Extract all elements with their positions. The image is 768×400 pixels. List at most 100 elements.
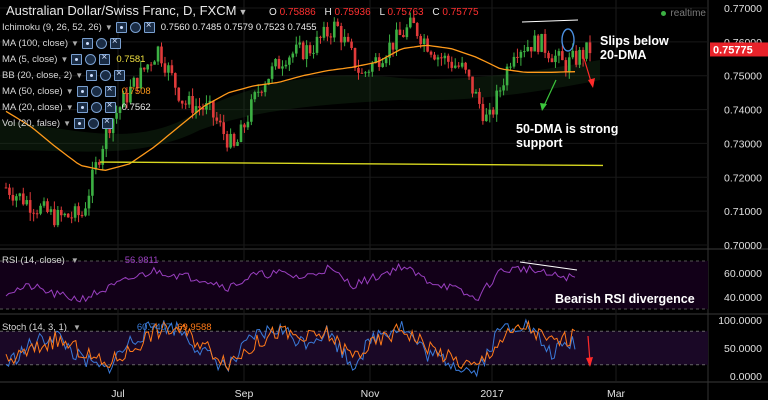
indicator-row[interactable]: MA (20, close)▼ 0.7562 [2, 100, 151, 113]
candle-body [329, 36, 333, 38]
candle-body [98, 162, 101, 165]
candle-body [495, 90, 498, 115]
candle-body [253, 92, 257, 100]
candle-body [208, 100, 212, 104]
eye-icon[interactable] [86, 70, 98, 81]
close-icon[interactable] [114, 68, 126, 81]
candle-body [474, 91, 478, 94]
chevron-down-icon[interactable]: ▼ [72, 323, 81, 332]
symbol-title[interactable]: Australian Dollar/Swiss Franc, D, FXCM [6, 3, 237, 18]
candle-body [281, 66, 284, 69]
candle-body [115, 112, 118, 119]
close-icon[interactable] [104, 84, 116, 97]
candle-body [419, 36, 422, 45]
indicator-row[interactable]: MA (50, close)▼ 0.7508 [2, 84, 151, 97]
candle-body [225, 134, 229, 148]
candle-body [156, 46, 160, 62]
candle-body [243, 124, 246, 128]
candle-body [15, 196, 18, 201]
indicator-row[interactable]: MA (5, close)▼ 0.7581 [2, 52, 146, 65]
indicator-name[interactable]: Vol (20, false) [2, 118, 61, 129]
indicator-row[interactable]: MA (100, close) ▼ [2, 36, 121, 49]
indicator-row[interactable]: BB (20, close, 2) ▼ [2, 68, 126, 81]
candle-body [305, 45, 308, 60]
candle-body [547, 52, 550, 59]
chevron-down-icon[interactable]: ▼ [71, 39, 79, 48]
candle-body [8, 187, 11, 195]
indicator-name[interactable]: MA (100, close) [2, 38, 68, 49]
stoch-title[interactable]: Stoch (14, 3, 1) [2, 322, 67, 333]
indicator-name[interactable]: MA (20, close) [2, 102, 63, 113]
candle-body [467, 69, 471, 77]
chevron-down-icon[interactable]: ▼ [238, 7, 248, 17]
eye-icon[interactable] [76, 102, 88, 113]
candle-body [288, 57, 291, 65]
candle-body [339, 25, 343, 43]
candle-body [139, 67, 143, 88]
candle-body [4, 187, 8, 189]
candle-body [481, 103, 485, 122]
candle-body [118, 107, 122, 113]
settings-icon[interactable] [129, 22, 141, 33]
chevron-down-icon[interactable]: ▼ [65, 103, 74, 112]
indicator-row[interactable]: Vol (20, false) ▼ [2, 116, 114, 129]
high-value: 0.75936 [334, 7, 371, 18]
candle-body [28, 200, 32, 213]
candle-body [21, 193, 25, 205]
chevron-down-icon[interactable]: ▼ [63, 119, 72, 128]
last-price-label: 0.75775 [713, 44, 753, 56]
eye-icon[interactable] [115, 22, 127, 33]
indicator-name[interactable]: MA (50, close) [2, 86, 63, 97]
eye-icon[interactable] [76, 86, 88, 97]
close-icon[interactable] [99, 52, 111, 65]
y-tick-label: 0.72000 [724, 172, 762, 184]
candle-body [581, 49, 585, 59]
last-price-tag [710, 42, 768, 57]
candle-body [291, 53, 295, 58]
candle-body [460, 62, 464, 67]
candle-body [301, 42, 305, 60]
indicator-name[interactable]: Ichimoku (9, 26, 52, 26) [2, 22, 102, 33]
chevron-down-icon[interactable]: ▼ [70, 256, 79, 265]
settings-icon[interactable] [90, 102, 102, 113]
indicator-name[interactable]: MA (5, close) [2, 54, 58, 65]
candle-body [350, 41, 353, 48]
candle-body [336, 21, 340, 26]
close-icon[interactable] [143, 20, 155, 33]
close-icon[interactable] [109, 36, 121, 49]
candle-body [315, 36, 319, 53]
indicator-values: 0.7581 [116, 54, 146, 65]
candle-body [194, 106, 198, 113]
chevron-down-icon[interactable]: ▼ [104, 23, 113, 32]
candle-body [346, 36, 350, 42]
eye-icon[interactable] [74, 118, 86, 129]
candle-body [160, 46, 163, 64]
close-icon[interactable] [102, 116, 114, 129]
y-tick-label: 0.77000 [724, 3, 762, 15]
chevron-down-icon[interactable]: ▼ [75, 71, 84, 80]
settings-icon[interactable] [95, 38, 107, 49]
chevron-down-icon[interactable]: ▼ [65, 87, 74, 96]
candle-body [232, 133, 236, 146]
chevron-down-icon[interactable]: ▼ [60, 55, 69, 64]
ma50-line [5, 44, 576, 171]
candle-body [11, 194, 15, 201]
candle-body [453, 65, 457, 68]
settings-icon[interactable] [90, 86, 102, 97]
candle-body [478, 91, 481, 104]
settings-icon[interactable] [100, 70, 112, 81]
y-tick-label: 0.73000 [724, 138, 762, 150]
candle-body [409, 17, 412, 28]
rsi-title[interactable]: RSI (14, close) [2, 255, 65, 266]
indicator-name[interactable]: BB (20, close, 2) [2, 70, 73, 81]
settings-icon[interactable] [85, 54, 97, 65]
settings-icon[interactable] [88, 118, 100, 129]
candle-body [388, 42, 391, 58]
eye-icon[interactable] [81, 38, 93, 49]
close-icon[interactable] [104, 100, 116, 113]
indicator-row[interactable]: Ichimoku (9, 26, 52, 26)▼ 0.7560 0.7485 0… [2, 20, 317, 33]
low-value: 0.75763 [387, 7, 424, 18]
candle-body [256, 91, 260, 93]
eye-icon[interactable] [71, 54, 83, 65]
